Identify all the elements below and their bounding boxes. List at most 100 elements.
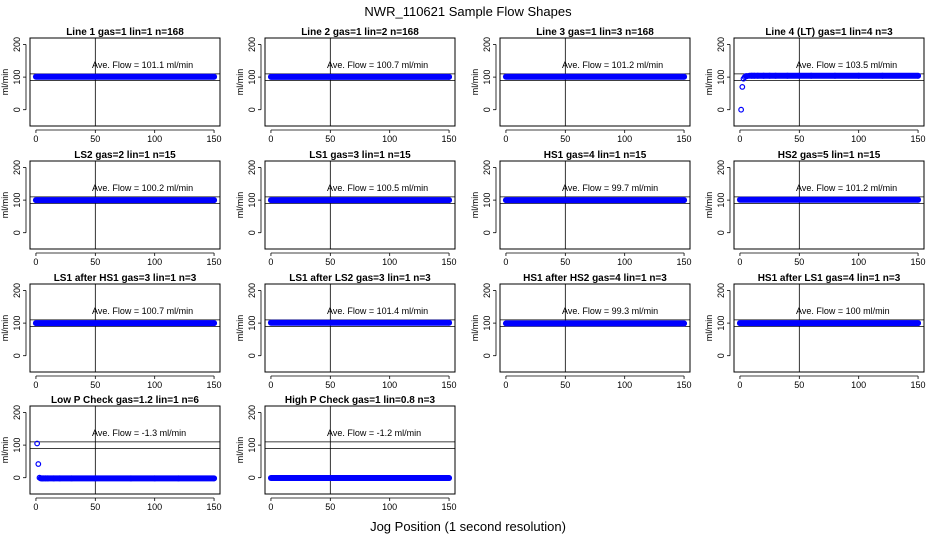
x-tick-label: 50 bbox=[560, 257, 570, 267]
ave-flow-annotation: Ave. Flow = 100.7 ml/min bbox=[92, 306, 193, 316]
x-tick-label: 100 bbox=[617, 380, 632, 390]
y-tick-label: 0 bbox=[482, 107, 492, 112]
y-tick-label: 0 bbox=[247, 107, 257, 112]
data-point bbox=[681, 73, 687, 80]
panel-title: High P Check gas=1 lin=0.8 n=3 bbox=[285, 395, 436, 406]
y-tick-label: 100 bbox=[716, 70, 726, 85]
y-tick-label: 0 bbox=[247, 353, 257, 358]
x-tick-label: 100 bbox=[382, 134, 397, 144]
panel: LS1 after LS2 gas=3 lin=1 n=3 0 50 100 150 0 1… bbox=[235, 273, 457, 390]
ave-flow-annotation: Ave. Flow = 99.7 ml/min bbox=[562, 183, 658, 193]
x-tick-label: 50 bbox=[325, 502, 335, 512]
x-tick-label: 150 bbox=[677, 134, 692, 144]
data-point bbox=[35, 461, 42, 467]
y-tick-label: 0 bbox=[247, 230, 257, 235]
x-tick-label: 150 bbox=[911, 380, 926, 390]
y-tick-label: 100 bbox=[12, 70, 22, 85]
panel-title: LS1 after HS1 gas=3 lin=1 n=3 bbox=[54, 273, 197, 284]
x-tick-label: 0 bbox=[268, 134, 273, 144]
x-tick-label: 0 bbox=[503, 257, 508, 267]
y-tick-label: 200 bbox=[482, 160, 492, 175]
ave-flow-annotation: Ave. Flow = 103.5 ml/min bbox=[796, 60, 897, 70]
x-tick-label: 50 bbox=[325, 134, 335, 144]
y-axis-label: ml/min bbox=[470, 192, 480, 219]
x-tick-label: 150 bbox=[207, 502, 222, 512]
ave-flow-annotation: Ave. Flow = 101.2 ml/min bbox=[796, 183, 897, 193]
x-tick-label: 0 bbox=[33, 380, 38, 390]
plot-frame bbox=[733, 160, 925, 250]
panel-title: LS1 gas=3 lin=1 n=15 bbox=[309, 150, 411, 161]
data-point bbox=[446, 319, 452, 326]
y-axis-label: ml/min bbox=[0, 437, 10, 464]
panel-title: Line 4 (LT) gas=1 lin=4 n=3 bbox=[765, 27, 893, 38]
panel-title: Line 3 gas=1 lin=3 n=168 bbox=[536, 27, 654, 38]
y-tick-label: 0 bbox=[482, 353, 492, 358]
ave-flow-annotation: Ave. Flow = 101.2 ml/min bbox=[562, 60, 663, 70]
panel: Line 2 gas=1 lin=2 n=168 0 50 100 150 0 100 200… bbox=[235, 27, 457, 144]
plot-frame bbox=[264, 160, 456, 250]
y-tick-label: 0 bbox=[12, 353, 22, 358]
plot-frame bbox=[29, 405, 221, 495]
x-tick-label: 150 bbox=[207, 257, 222, 267]
y-tick-label: 0 bbox=[12, 230, 22, 235]
data-point bbox=[915, 320, 921, 327]
data-point bbox=[211, 197, 217, 204]
x-tick-label: 150 bbox=[442, 502, 457, 512]
panel-title: HS1 gas=4 lin=1 n=15 bbox=[544, 150, 647, 161]
x-tick-label: 0 bbox=[33, 134, 38, 144]
x-tick-label: 150 bbox=[442, 134, 457, 144]
panel: LS1 after HS1 gas=3 lin=1 n=3 0 50 100 150 0 1… bbox=[0, 273, 222, 390]
y-tick-label: 200 bbox=[12, 37, 22, 52]
x-tick-label: 100 bbox=[382, 380, 397, 390]
x-tick-label: 100 bbox=[382, 257, 397, 267]
x-tick-label: 150 bbox=[911, 134, 926, 144]
y-axis-label: ml/min bbox=[235, 315, 245, 342]
x-tick-label: 100 bbox=[147, 134, 162, 144]
figure-title: NWR_110621 Sample Flow Shapes bbox=[364, 4, 572, 19]
y-tick-label: 200 bbox=[247, 283, 257, 298]
y-tick-label: 200 bbox=[247, 37, 257, 52]
x-tick-label: 50 bbox=[90, 134, 100, 144]
y-axis-label: ml/min bbox=[0, 315, 10, 342]
y-tick-label: 100 bbox=[716, 316, 726, 331]
panel: Line 1 gas=1 lin=1 n=168 0 50 100 150 0 100 200… bbox=[0, 27, 222, 144]
x-tick-label: 0 bbox=[737, 257, 742, 267]
y-axis-label: ml/min bbox=[0, 69, 10, 96]
ave-flow-annotation: Ave. Flow = 100.2 ml/min bbox=[92, 183, 193, 193]
y-axis-label: ml/min bbox=[235, 192, 245, 219]
x-tick-label: 50 bbox=[90, 257, 100, 267]
panel: Low P Check gas=1.2 lin=1 n=6 0 50 100 150 0 1… bbox=[0, 395, 222, 512]
panel-title: Line 2 gas=1 lin=2 n=168 bbox=[301, 27, 419, 38]
panel-title: HS1 after HS2 gas=4 lin=1 n=3 bbox=[523, 273, 667, 284]
ave-flow-annotation: Ave. Flow = -1.2 ml/min bbox=[327, 428, 421, 438]
plot-frame bbox=[264, 283, 456, 373]
data-point bbox=[915, 196, 921, 203]
plot-frame bbox=[499, 283, 691, 373]
x-tick-label: 0 bbox=[503, 134, 508, 144]
x-tick-label: 0 bbox=[268, 257, 273, 267]
x-tick-label: 150 bbox=[442, 257, 457, 267]
x-tick-label: 50 bbox=[325, 257, 335, 267]
figure-xlabel: Jog Position (1 second resolution) bbox=[370, 519, 566, 534]
y-tick-label: 100 bbox=[482, 193, 492, 208]
panel-title: LS2 gas=2 lin=1 n=15 bbox=[74, 150, 176, 161]
y-tick-label: 200 bbox=[716, 283, 726, 298]
plot-frame bbox=[29, 283, 221, 373]
x-tick-label: 50 bbox=[560, 134, 570, 144]
y-tick-label: 100 bbox=[247, 316, 257, 331]
data-point bbox=[211, 320, 217, 327]
y-tick-label: 100 bbox=[482, 316, 492, 331]
panel: HS1 after LS1 gas=4 lin=1 n=3 0 50 100 150 0 1… bbox=[704, 273, 926, 390]
panel: High P Check gas=1 lin=0.8 n=3 0 50 100 150 0… bbox=[235, 395, 457, 512]
data-point bbox=[446, 73, 452, 80]
y-tick-label: 100 bbox=[716, 193, 726, 208]
x-tick-label: 0 bbox=[33, 502, 38, 512]
x-tick-label: 100 bbox=[617, 134, 632, 144]
panel: HS1 gas=4 lin=1 n=15 0 50 100 150 0 100 200 ml/m… bbox=[470, 150, 692, 267]
y-tick-label: 0 bbox=[482, 230, 492, 235]
x-tick-label: 100 bbox=[851, 257, 866, 267]
x-tick-label: 100 bbox=[617, 257, 632, 267]
y-tick-label: 100 bbox=[12, 438, 22, 453]
x-tick-label: 100 bbox=[851, 134, 866, 144]
